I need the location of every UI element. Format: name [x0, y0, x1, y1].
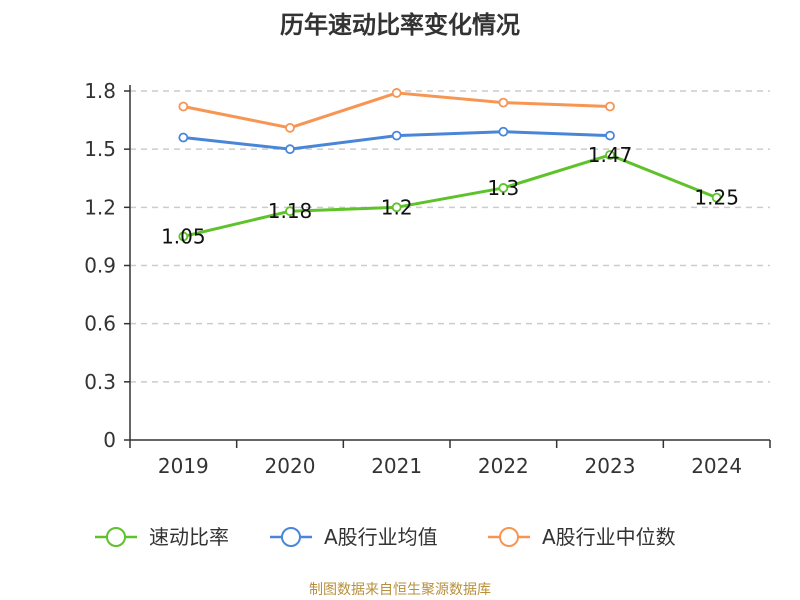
data-labels: 1.05 1.18 1.2 1.3 1.47 1.25 — [161, 143, 739, 248]
legend-label: 速动比率 — [149, 525, 229, 549]
data-point — [498, 126, 509, 137]
legend-marker — [499, 527, 519, 547]
legend-marker — [281, 527, 301, 547]
y-tick-label: 1.2 — [84, 195, 116, 219]
data-label: 1.25 — [694, 186, 739, 210]
data-label: 1.2 — [381, 195, 413, 219]
data-label: 1.3 — [487, 176, 519, 200]
data-point — [178, 132, 189, 143]
y-tick-label: 0.6 — [84, 312, 116, 336]
data-point — [498, 183, 509, 193]
data-point — [285, 144, 295, 155]
data-point — [391, 88, 402, 98]
series-line — [182, 153, 718, 238]
legend-marker — [106, 527, 126, 547]
source-note: 制图数据来自恒生聚源数据库 — [309, 582, 491, 598]
y-tick-label: 1.8 — [84, 79, 116, 103]
series-layer — [178, 88, 722, 242]
x-tick-label: 2021 — [371, 454, 422, 478]
data-label: 1.47 — [588, 143, 633, 167]
data-label: 1.18 — [268, 199, 313, 223]
data-point — [178, 231, 189, 242]
data-label: 1.05 — [161, 224, 206, 248]
legend-item[interactable]: A股行业均值 — [270, 525, 438, 549]
data-point — [285, 122, 295, 133]
x-tick-label: 2019 — [158, 454, 209, 478]
y-tick-label: 1.5 — [84, 137, 116, 161]
chart-title: 历年速动比率变化情况 — [280, 11, 520, 39]
data-point — [391, 202, 402, 213]
legend-item[interactable]: 速动比率 — [95, 525, 229, 549]
data-point — [285, 206, 295, 217]
x-tick-label: 2024 — [691, 454, 742, 478]
data-point — [605, 130, 615, 141]
data-point — [391, 130, 402, 141]
grid — [130, 90, 770, 383]
axes: 0 0.3 0.6 0.9 1.2 1.5 1.8 2019 2020 2021 2022 2023 2… — [84, 79, 771, 478]
legend-item[interactable]: A股行业中位数 — [488, 525, 676, 549]
data-point — [711, 192, 722, 203]
legend-label: A股行业均值 — [324, 525, 438, 549]
y-tick-label: 0.3 — [84, 370, 116, 394]
x-tick-label: 2022 — [478, 454, 529, 478]
data-point — [498, 97, 509, 108]
x-tick-label: 2023 — [585, 454, 636, 478]
data-point — [178, 101, 189, 112]
y-tick-label: 0.9 — [84, 254, 116, 278]
series-line — [183, 91, 611, 130]
x-tick-label: 2020 — [265, 454, 316, 478]
data-point — [605, 101, 615, 112]
y-tick-label: 0 — [103, 428, 116, 452]
legend-label: A股行业中位数 — [542, 525, 676, 549]
legend[interactable]: 速动比率 A股行业均值 A股行业中位数 — [95, 525, 676, 549]
data-point — [605, 150, 615, 160]
